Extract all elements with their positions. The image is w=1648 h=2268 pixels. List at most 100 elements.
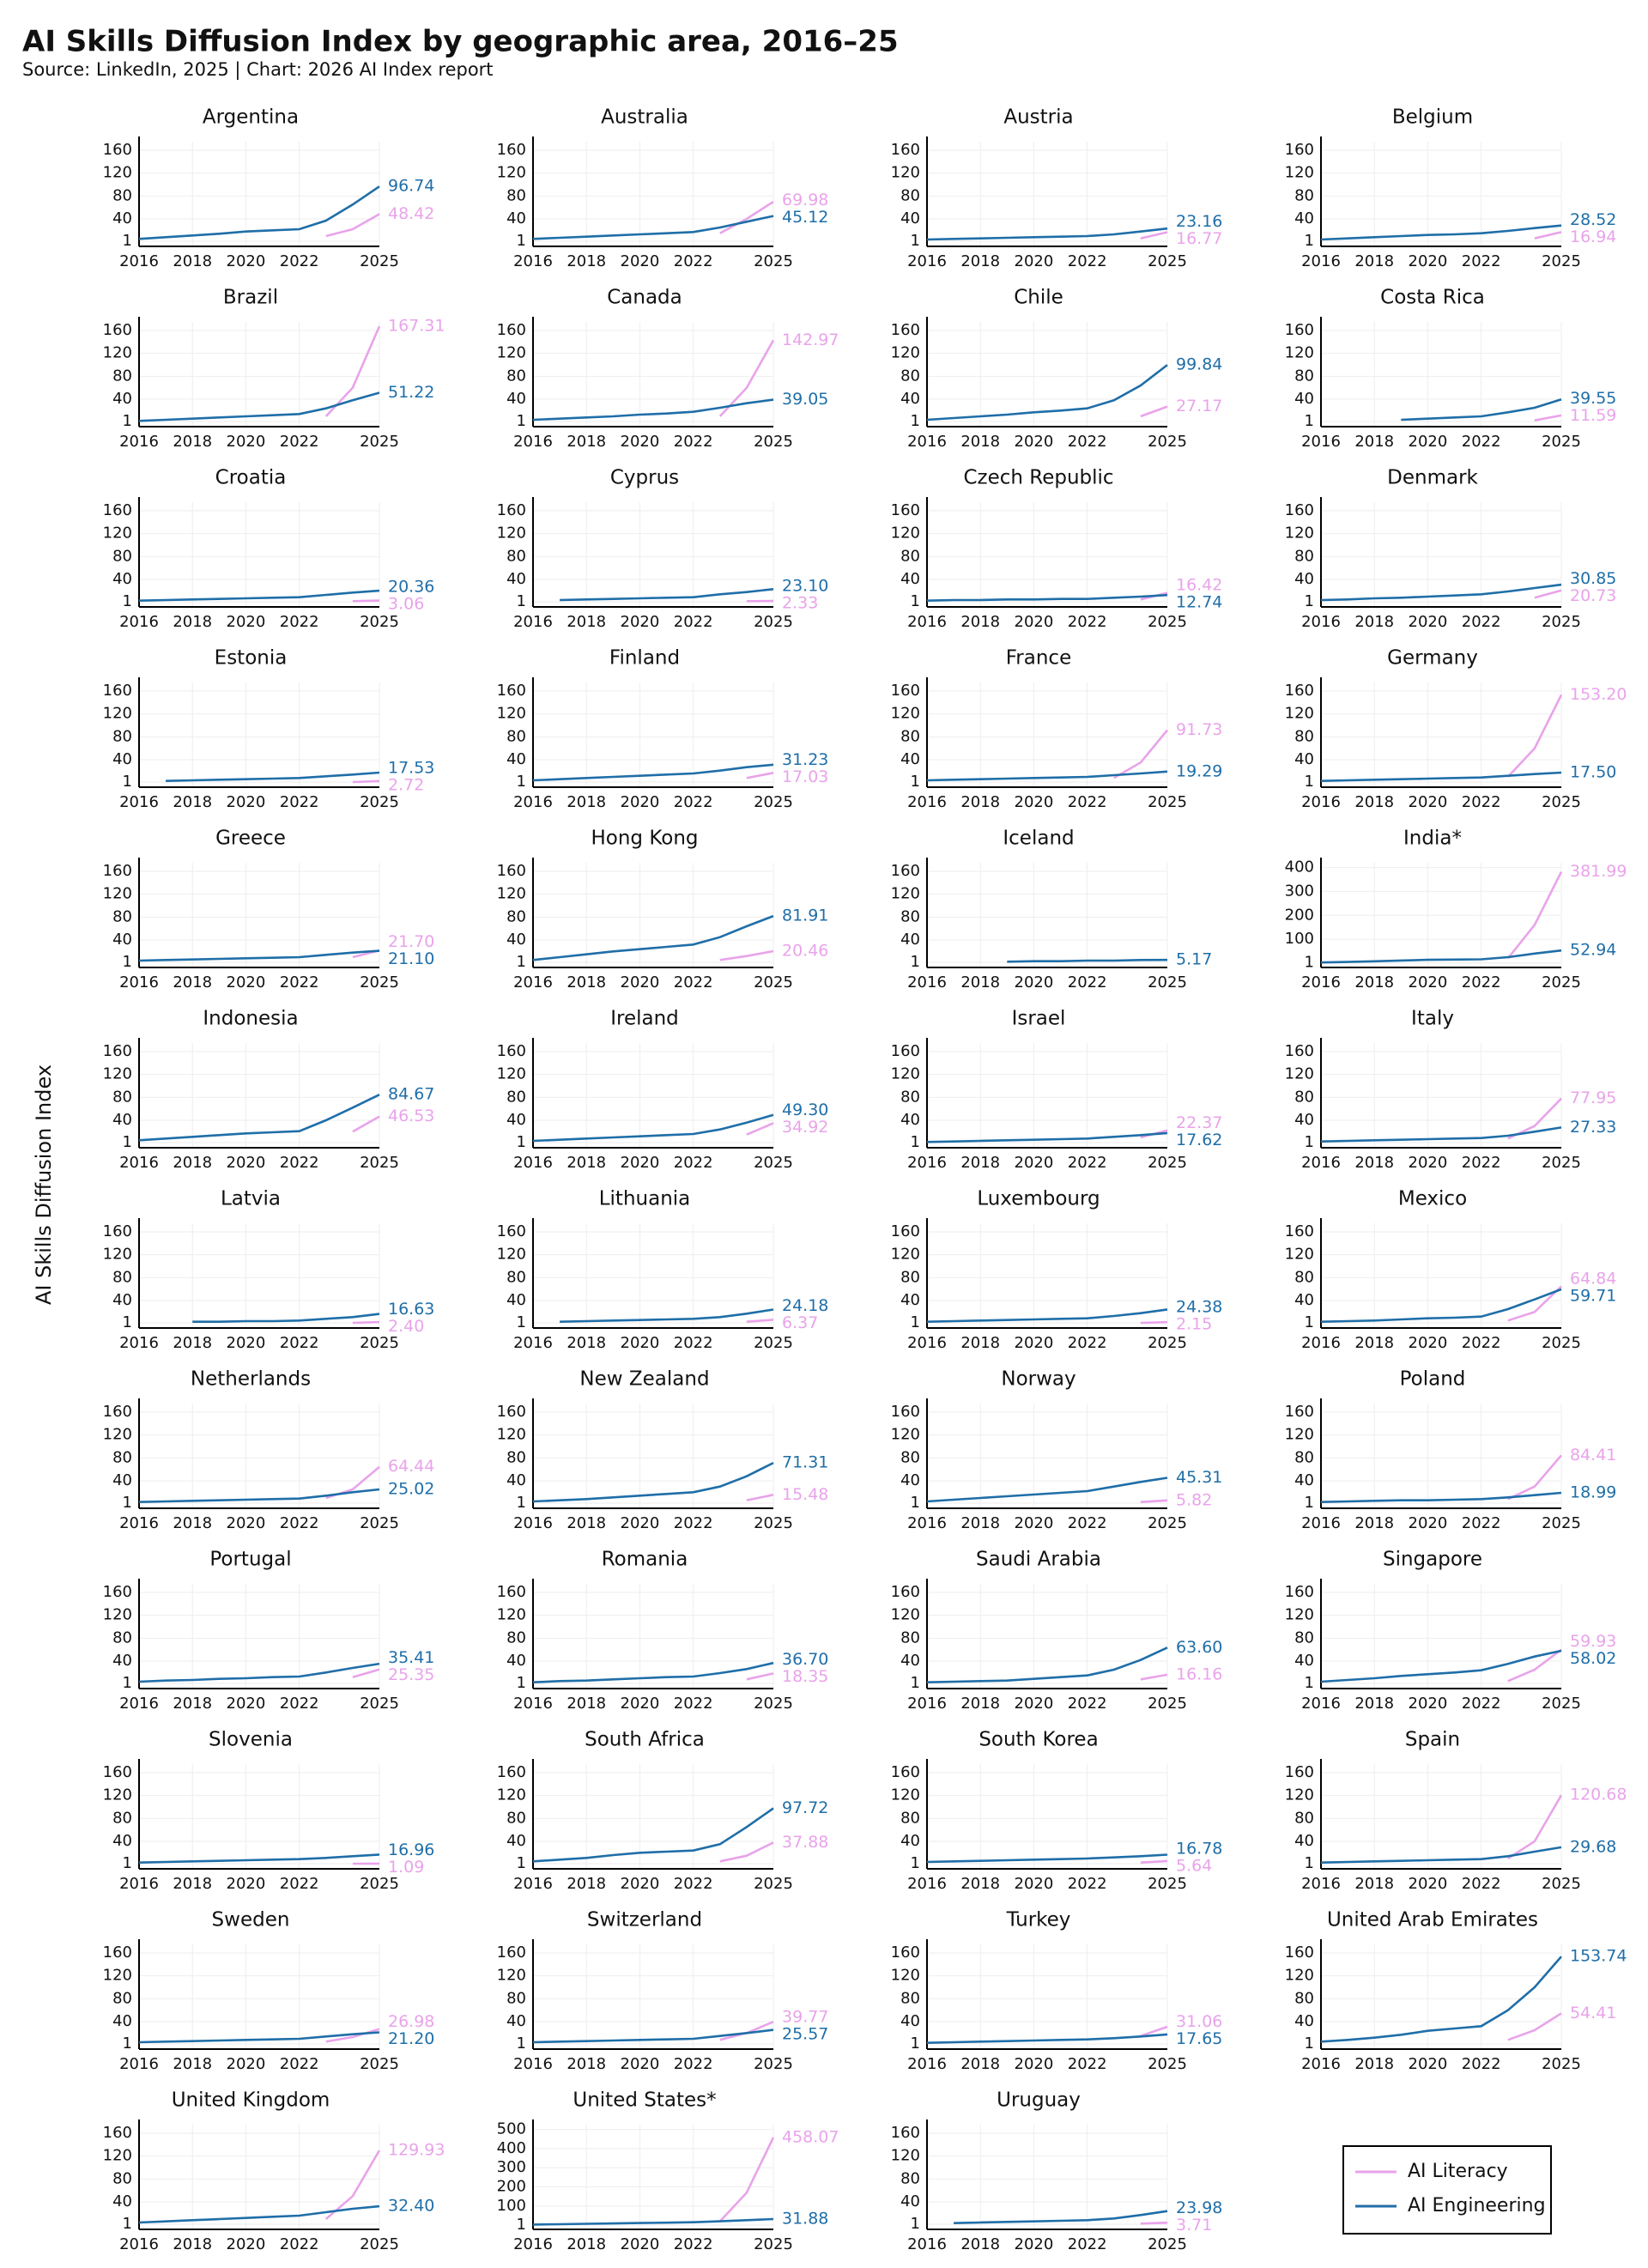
value-label: 31.88 (782, 2209, 828, 2228)
y-tick-label: 40 (900, 2012, 920, 2030)
x-tick-label: 2016 (1301, 1154, 1341, 1172)
y-tick-label: 80 (900, 1809, 920, 1827)
series-line (352, 1320, 380, 1325)
y-tick-label: 120 (1285, 1786, 1314, 1804)
y-tick-label: 80 (506, 1809, 526, 1827)
value-label: 91.73 (1176, 720, 1222, 739)
y-tick-label: 100 (1285, 930, 1314, 948)
y-tick-label: 160 (1285, 1042, 1314, 1060)
panel-title: Turkey (1006, 1909, 1071, 1931)
value-label: 167.31 (388, 317, 445, 336)
y-tick-label: 160 (497, 1042, 526, 1060)
y-tick-label: 120 (891, 1606, 920, 1624)
x-tick-label: 2016 (907, 433, 947, 451)
value-label: 16.16 (1176, 1665, 1222, 1683)
y-tick-label: 40 (1294, 750, 1314, 768)
series-line (532, 914, 774, 961)
x-tick-label: 2020 (621, 2235, 660, 2253)
series-line (1140, 1859, 1168, 1864)
y-tick-label: 40 (506, 931, 526, 949)
y-tick-label: 160 (103, 501, 132, 519)
x-tick-label: 2020 (1015, 613, 1054, 631)
y-tick-label: 80 (506, 907, 526, 925)
x-tick-label: 2016 (119, 613, 159, 631)
y-tick-label: 160 (497, 141, 526, 159)
x-tick-label: 2025 (1148, 433, 1187, 451)
y-tick-label: 1 (517, 1494, 526, 1512)
y-tick-label: 160 (1285, 1403, 1314, 1421)
value-label: 16.96 (388, 1840, 434, 1859)
x-tick-label: 2025 (1542, 973, 1581, 991)
x-tick-label: 2025 (754, 973, 793, 991)
x-tick-label: 2018 (960, 1334, 1000, 1352)
y-tick-label: 1 (1305, 232, 1314, 250)
y-tick-label: 1 (911, 953, 920, 971)
value-label: 36.70 (782, 1650, 828, 1669)
y-tick-label: 1 (123, 2215, 132, 2233)
y-tick-label: 160 (1285, 1583, 1314, 1601)
x-tick-label: 2020 (621, 1695, 660, 1713)
x-tick-label: 2022 (1068, 793, 1107, 811)
series-line (325, 213, 380, 238)
panel-title: Italy (1411, 1008, 1454, 1030)
y-tick-label: 160 (891, 682, 920, 700)
y-tick-label: 80 (506, 1448, 526, 1466)
y-tick-label: 1 (123, 2035, 132, 2053)
value-label: 381.99 (1570, 862, 1627, 881)
panel-title: Latvia (221, 1188, 281, 1210)
y-tick-label: 1 (911, 773, 920, 791)
value-label: 63.60 (1176, 1638, 1222, 1657)
series-line (138, 1662, 380, 1683)
y-tick-label: 40 (1294, 390, 1314, 408)
y-tick-label: 120 (891, 164, 920, 182)
panel-title: Costa Rica (1380, 287, 1485, 309)
series-line (1320, 1491, 1562, 1503)
panel-title: Lithuania (599, 1188, 691, 1210)
y-tick-label: 1 (1305, 1854, 1314, 1872)
y-tick-label: 160 (103, 1583, 132, 1601)
y-tick-label: 80 (1294, 727, 1314, 745)
y-tick-label: 40 (900, 1832, 920, 1850)
y-tick-label: 40 (1294, 570, 1314, 588)
series-line (1534, 414, 1562, 421)
x-tick-label: 2022 (1462, 1334, 1501, 1352)
y-tick-label: 1 (1305, 773, 1314, 791)
y-tick-label: 40 (112, 1832, 132, 1850)
y-tick-label: 120 (103, 1606, 132, 1624)
x-tick-label: 2020 (1409, 433, 1448, 451)
value-label: 39.77 (782, 2007, 828, 2026)
y-tick-label: 160 (103, 141, 132, 159)
x-tick-label: 2016 (119, 1154, 159, 1172)
y-tick-label: 80 (112, 1268, 132, 1286)
y-tick-label: 120 (103, 1967, 132, 1985)
series-line (1320, 1126, 1562, 1143)
value-label: 49.30 (782, 1101, 828, 1119)
y-tick-label: 1 (1305, 1674, 1314, 1692)
value-label: 16.77 (1176, 229, 1222, 248)
x-tick-label: 2020 (227, 1154, 266, 1172)
x-tick-label: 2025 (360, 1334, 399, 1352)
y-tick-label: 1 (517, 2035, 526, 2053)
value-label: 23.98 (1176, 2198, 1222, 2217)
x-tick-label: 2025 (754, 1695, 793, 1713)
panel-title: Austria (1003, 106, 1073, 129)
x-tick-label: 2016 (907, 1875, 947, 1893)
x-tick-label: 2022 (1068, 973, 1107, 991)
x-tick-label: 2025 (1542, 613, 1581, 631)
x-tick-label: 2018 (566, 613, 606, 631)
y-tick-label: 160 (103, 682, 132, 700)
y-tick-label: 1 (123, 1494, 132, 1512)
x-tick-label: 2022 (1068, 252, 1107, 270)
x-tick-label: 2016 (907, 1334, 947, 1352)
x-tick-label: 2020 (1015, 1695, 1054, 1713)
x-tick-label: 2020 (227, 2055, 266, 2073)
series-line (532, 2028, 774, 2044)
x-tick-label: 2020 (1015, 1334, 1054, 1352)
x-tick-label: 2016 (119, 1875, 159, 1893)
x-tick-label: 2025 (1148, 1875, 1187, 1893)
panel-title: Netherlands (191, 1368, 311, 1391)
y-tick-label: 80 (112, 1809, 132, 1827)
y-tick-label: 80 (112, 547, 132, 565)
value-label: 69.98 (782, 191, 828, 209)
x-tick-label: 2018 (566, 1154, 606, 1172)
